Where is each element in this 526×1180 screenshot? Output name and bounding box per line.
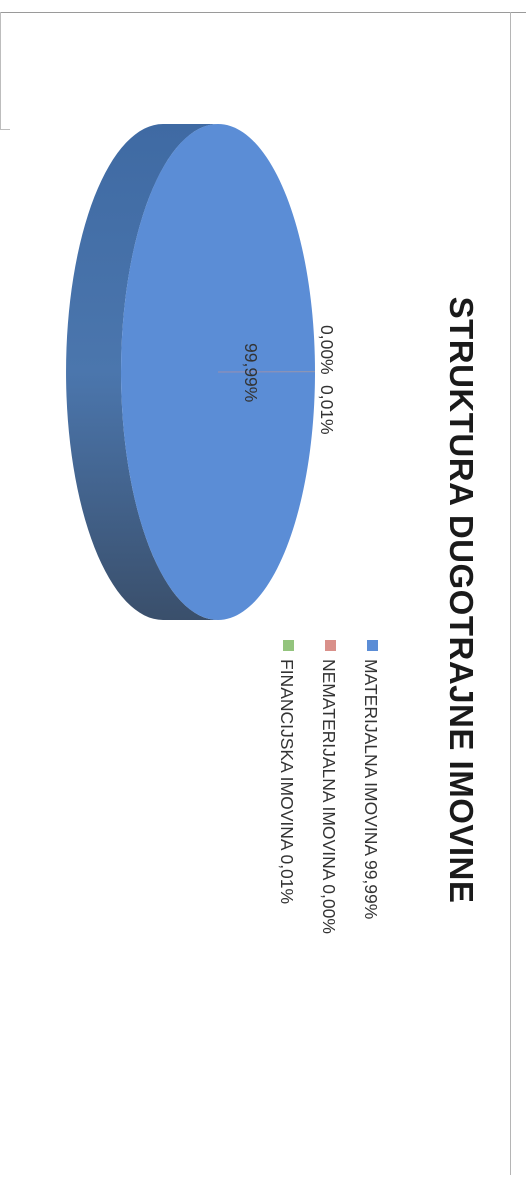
legend-label: FINANCIJSKA IMOVINA 0,01% xyxy=(275,659,299,904)
legend-label: NEMATERIJALNA IMOVINA 0,00% xyxy=(317,659,341,934)
legend-label: MATERIJALNA IMOVINA 99,99% xyxy=(359,659,383,919)
page-edge-right xyxy=(510,12,511,1175)
chart-canvas: STRUKTURA DUGOTRAJNE IMOVINE 0,00%0,01%9… xyxy=(0,20,488,1180)
data-label-financijska: 0,01% xyxy=(317,385,337,435)
legend-swatch xyxy=(367,640,378,651)
legend-swatch xyxy=(325,640,336,651)
page-edge-top xyxy=(0,12,526,13)
data-label-materijalna: 99,99% xyxy=(241,343,261,402)
data-label-nematerijalna: 0,00% xyxy=(317,325,337,375)
legend-item: MATERIJALNA IMOVINA 99,99% xyxy=(359,640,383,970)
chart-legend: MATERIJALNA IMOVINA 99,99% NEMATERIJALNA … xyxy=(257,640,383,970)
pie-chart: 0,00% 0,01% 99,99% xyxy=(0,20,488,640)
legend-item: NEMATERIJALNA IMOVINA 0,00% xyxy=(317,640,341,970)
legend-swatch xyxy=(283,640,294,651)
legend-item: FINANCIJSKA IMOVINA 0,01% xyxy=(275,640,299,970)
